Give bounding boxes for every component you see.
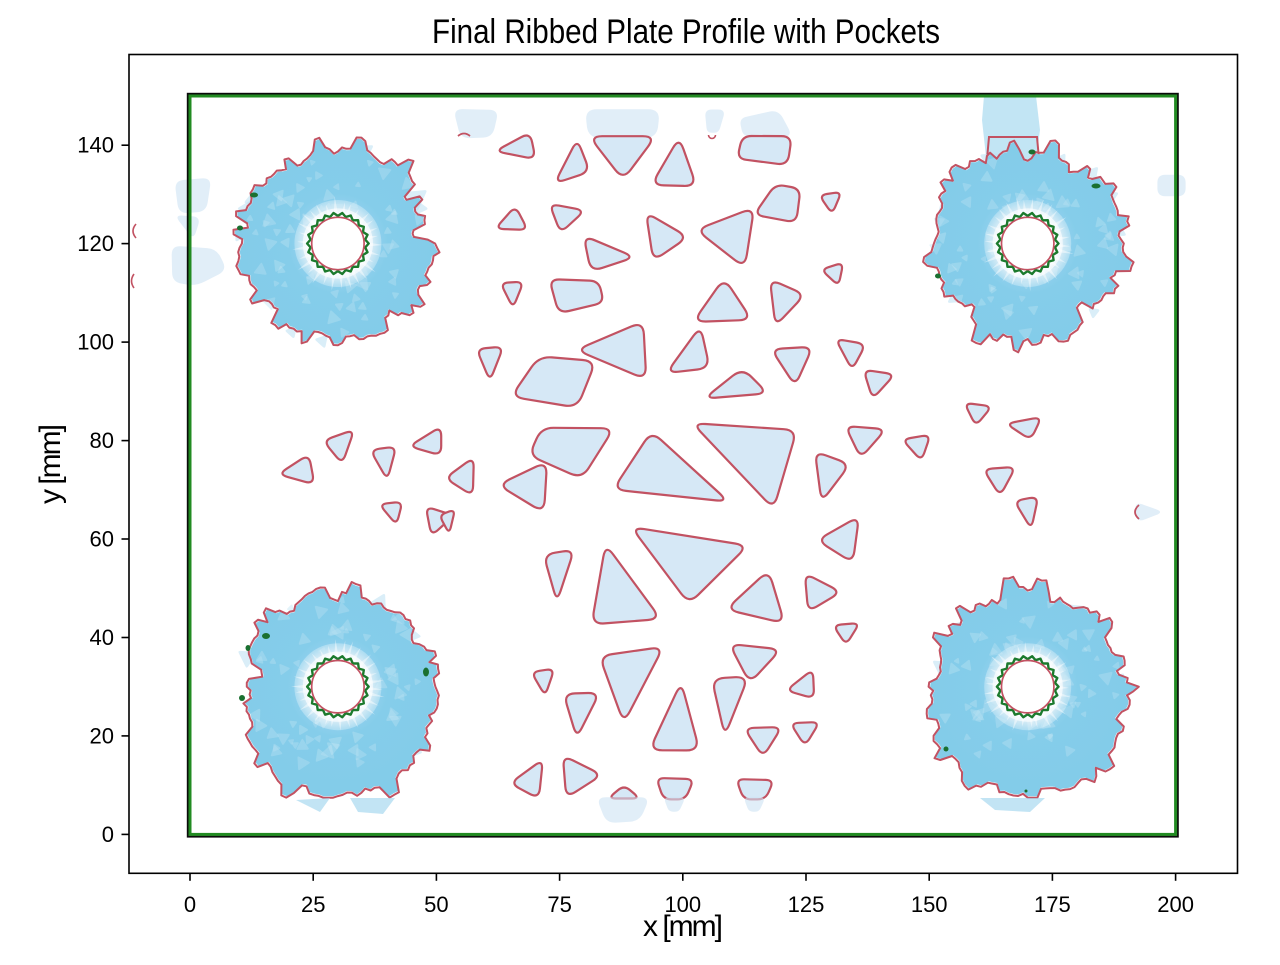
svg-text:y [mm]: y [mm]: [34, 424, 67, 504]
svg-text:50: 50: [424, 892, 448, 917]
svg-text:175: 175: [1034, 892, 1071, 917]
svg-text:120: 120: [77, 231, 114, 256]
svg-text:40: 40: [90, 625, 114, 650]
svg-text:200: 200: [1157, 892, 1194, 917]
svg-text:20: 20: [90, 723, 114, 748]
svg-text:Final Ribbed Plate Profile wit: Final Ribbed Plate Profile with Pockets: [432, 13, 940, 51]
svg-text:0: 0: [102, 822, 114, 847]
svg-text:100: 100: [77, 330, 114, 355]
svg-text:80: 80: [90, 428, 114, 453]
svg-text:25: 25: [301, 892, 325, 917]
svg-text:x [mm]: x [mm]: [643, 910, 723, 943]
svg-text:140: 140: [77, 133, 114, 158]
svg-text:0: 0: [184, 892, 196, 917]
svg-text:150: 150: [911, 892, 948, 917]
svg-text:125: 125: [788, 892, 825, 917]
svg-text:60: 60: [90, 527, 114, 552]
svg-text:100: 100: [664, 892, 701, 917]
svg-text:75: 75: [547, 892, 571, 917]
